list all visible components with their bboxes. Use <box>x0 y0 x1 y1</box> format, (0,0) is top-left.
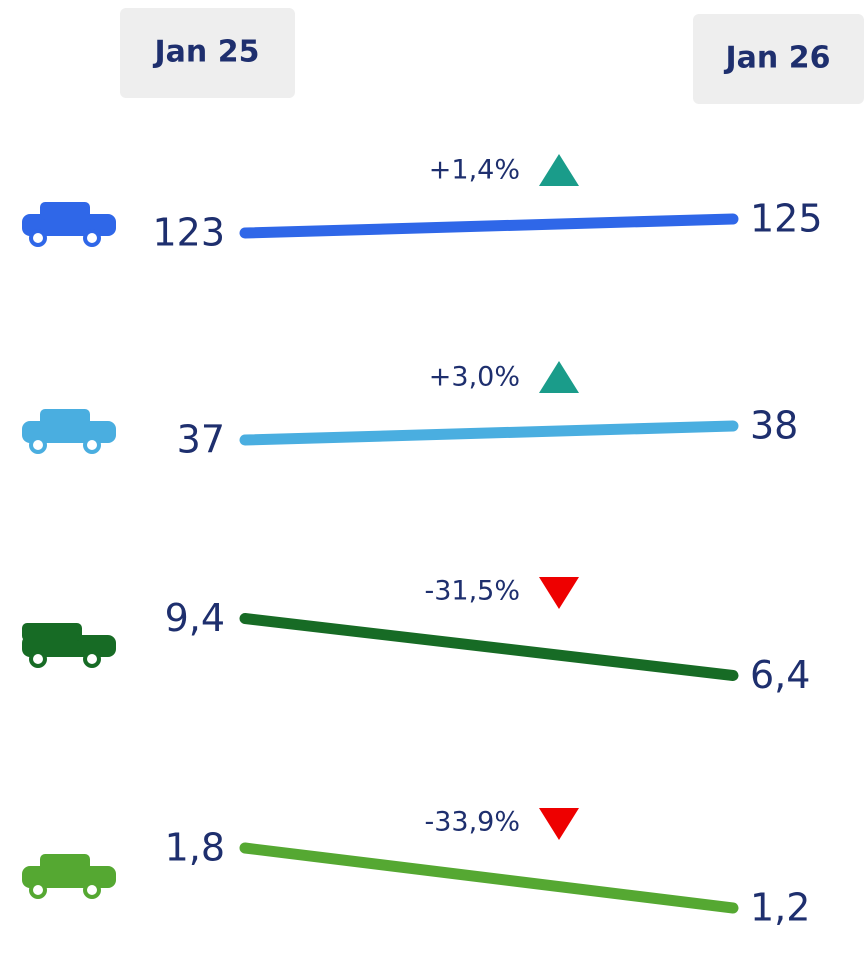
vehicle-icon <box>22 623 82 641</box>
vehicle-wheel <box>29 881 47 899</box>
down-arrow <box>539 808 579 840</box>
vehicle-wheel <box>83 436 101 454</box>
vehicle-wheel <box>83 229 101 247</box>
down-arrow <box>539 577 579 609</box>
value-label: 1,2 <box>750 886 810 930</box>
vehicle-icon <box>40 202 90 220</box>
value-label: 37 <box>177 418 225 462</box>
value-label: 9,4 <box>165 596 225 640</box>
header-box <box>693 14 864 104</box>
slope-line <box>239 842 739 914</box>
value-label: 38 <box>750 404 798 448</box>
value-label: 1,8 <box>165 826 225 870</box>
change-label: +3,0% <box>429 362 520 393</box>
slope-line <box>239 420 739 446</box>
change-label: -33,9% <box>424 807 520 838</box>
header-box <box>120 8 295 98</box>
slope-line <box>239 213 739 239</box>
vehicle-wheel <box>83 881 101 899</box>
value-label: 6,4 <box>750 653 810 697</box>
up-arrow <box>539 154 579 186</box>
slope-line <box>239 613 739 681</box>
vehicle-wheel <box>29 436 47 454</box>
value-label: 125 <box>750 197 823 241</box>
up-arrow <box>539 361 579 393</box>
vehicle-wheel <box>83 650 101 668</box>
vehicle-icon <box>40 854 90 872</box>
change-label: +1,4% <box>429 155 520 186</box>
period-label: Jan 25 <box>153 35 260 70</box>
value-label: 123 <box>152 211 225 255</box>
vehicle-icon <box>40 409 90 427</box>
vehicle-wheel <box>29 650 47 668</box>
vehicle-wheel <box>29 229 47 247</box>
period-label: Jan 26 <box>724 41 831 76</box>
change-label: -31,5% <box>424 576 520 607</box>
